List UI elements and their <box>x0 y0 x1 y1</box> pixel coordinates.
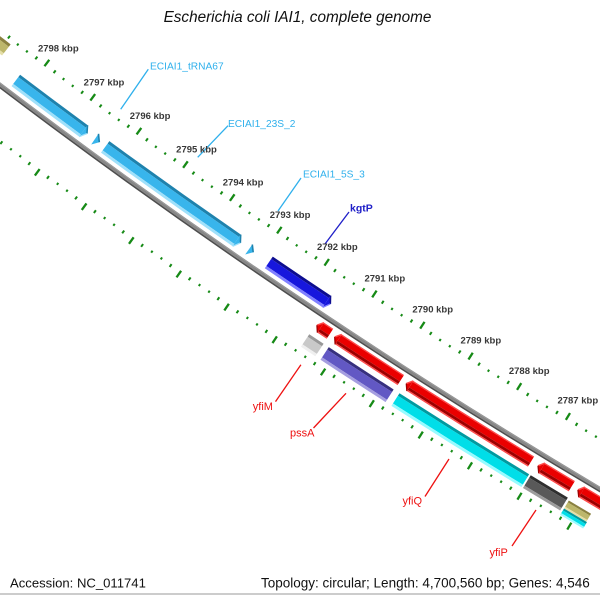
svg-text:2798 kbp: 2798 kbp <box>38 43 79 54</box>
svg-text:yfiQ: yfiQ <box>403 496 423 508</box>
svg-text:2790 kbp: 2790 kbp <box>412 305 453 316</box>
svg-text:Topology: circular; Length: 4,: Topology: circular; Length: 4,700,560 bp… <box>261 576 590 591</box>
svg-text:2795 kbp: 2795 kbp <box>176 145 217 156</box>
svg-text:ECIAI1_5S_3: ECIAI1_5S_3 <box>303 170 365 181</box>
svg-text:2796 kbp: 2796 kbp <box>130 111 171 122</box>
svg-text:ECIAI1_tRNA67: ECIAI1_tRNA67 <box>150 62 224 73</box>
svg-text:Accession: NC_011741: Accession: NC_011741 <box>10 576 146 591</box>
svg-text:2797 kbp: 2797 kbp <box>84 77 125 88</box>
svg-text:Escherichia coli IAI1, complet: Escherichia coli IAI1, complete genome <box>164 9 432 26</box>
svg-text:2791 kbp: 2791 kbp <box>364 274 405 285</box>
svg-text:kgtP: kgtP <box>350 203 373 215</box>
svg-text:yfiM: yfiM <box>253 401 273 413</box>
svg-text:ECIAI1_23S_2: ECIAI1_23S_2 <box>228 119 296 130</box>
svg-text:2793 kbp: 2793 kbp <box>270 210 311 221</box>
svg-text:2792 kbp: 2792 kbp <box>317 242 358 253</box>
svg-text:pssA: pssA <box>290 428 315 440</box>
svg-text:2789 kbp: 2789 kbp <box>460 336 501 347</box>
svg-text:2787 kbp: 2787 kbp <box>557 396 598 407</box>
svg-text:yfiP: yfiP <box>490 547 508 559</box>
svg-text:2794 kbp: 2794 kbp <box>223 177 264 188</box>
svg-text:2788 kbp: 2788 kbp <box>509 366 550 377</box>
